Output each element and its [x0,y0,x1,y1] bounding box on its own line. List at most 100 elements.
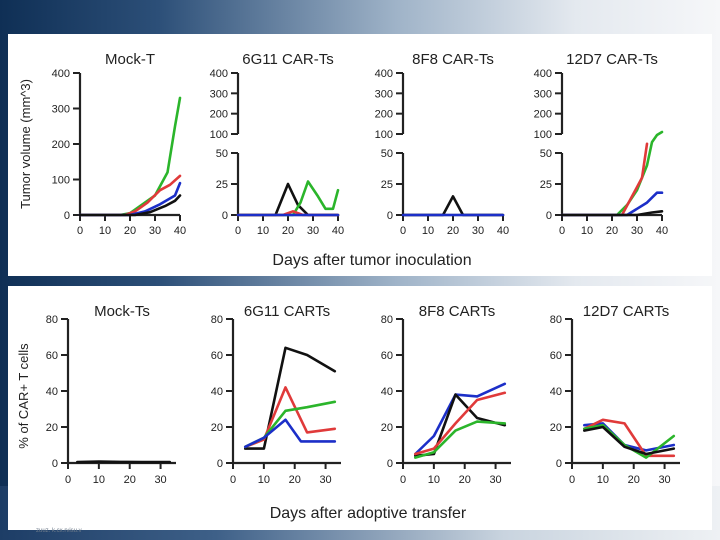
series-line-black [582,425,676,456]
series-line-red [78,174,182,217]
x-tick-label: 40 [332,225,344,237]
x-tick-label: 10 [597,474,609,486]
y-tick-label: 20 [211,422,223,434]
y-tick-label: 200 [210,109,228,121]
y-tick-label: 25 [216,179,228,191]
x-tick-label: 20 [289,474,301,486]
bottom-subplot-1: Mock-Ts 0 20 40 60 80 0 10 20 30 [46,303,176,486]
y-tick-label: 0 [217,458,223,470]
y-tick-label: 0 [387,458,393,470]
y-tick-label: 0 [52,458,58,470]
y-tick-label: 0 [556,458,562,470]
x-tick-label: 30 [154,474,166,486]
footer-note: zuuz. k.cx.rvisu.v [36,528,82,534]
y-tick-label: 0 [64,210,70,222]
y-tick-label: 200 [534,109,552,121]
series-line-blue [244,418,337,449]
series-line-green [582,423,676,459]
y-tick-label: 400 [534,68,552,80]
y-tick-label: 25 [540,179,552,191]
x-tick-label: 20 [124,474,136,486]
y-tick-label: 100 [534,129,552,141]
bottom-subplot-2: 6G11 CARTs 0 20 40 60 80 0 10 20 30 [211,303,341,486]
top-y-axis-label: Tumor volume (mm^3) [18,79,33,209]
series-line-black [236,182,340,217]
y-tick-label: 40 [550,386,562,398]
x-tick-label: 0 [400,474,406,486]
x-tick-label: 10 [422,225,434,237]
y-tick-label: 400 [375,68,393,80]
y-tick-label: 400 [52,68,70,80]
y-tick-label: 0 [387,210,393,222]
x-tick-label: 10 [257,225,269,237]
top-subplot-4: 12D7 CAR-Ts 100 200 300 400 0 25 50 0 10 20 30 40 [534,51,668,237]
series-line-black [76,460,172,464]
x-tick-label: 20 [606,225,618,237]
y-tick-label: 60 [381,350,393,362]
x-tick-label: 10 [258,474,270,486]
y-tick-label: 400 [210,68,228,80]
y-tick-label: 100 [210,129,228,141]
x-tick-label: 30 [631,225,643,237]
x-tick-label: 30 [489,474,501,486]
series-line-blue [560,191,664,217]
series-line-red [582,418,676,458]
y-tick-label: 80 [211,314,223,326]
x-tick-label: 0 [65,474,71,486]
y-tick-label: 20 [46,422,58,434]
y-tick-label: 80 [46,314,58,326]
x-tick-label: 30 [307,225,319,237]
bottom-subplot-title: 12D7 CARTs [583,303,669,320]
y-tick-label: 300 [375,88,393,100]
top-subplot-3: 8F8 CAR-Ts 100 200 300 400 0 25 50 0 10 20 30 40 [375,51,509,237]
bottom-subplot-4: 12D7 CARTs 0 20 40 60 80 0 10 20 30 [550,303,680,486]
series-line-black [560,210,664,217]
x-tick-label: 0 [235,225,241,237]
y-tick-label: 0 [222,210,228,222]
y-tick-label: 300 [52,104,70,116]
y-tick-label: 200 [375,109,393,121]
x-tick-label: 20 [282,225,294,237]
x-tick-label: 10 [93,474,105,486]
series-line-black [244,346,337,450]
x-tick-label: 0 [559,225,565,237]
series-line-red [244,386,337,449]
x-tick-label: 20 [459,474,471,486]
y-tick-label: 20 [550,422,562,434]
x-tick-label: 20 [447,225,459,237]
series-line-red [413,391,507,456]
y-tick-label: 40 [381,386,393,398]
x-tick-label: 30 [472,225,484,237]
y-tick-label: 60 [46,350,58,362]
bottom-subplot-title: 6G11 CARTs [244,303,330,320]
x-tick-label: 10 [428,474,440,486]
y-tick-label: 50 [540,148,552,160]
x-tick-label: 40 [656,225,668,237]
y-tick-label: 100 [375,129,393,141]
y-tick-label: 60 [211,350,223,362]
y-tick-label: 80 [550,314,562,326]
y-tick-label: 60 [550,350,562,362]
bottom-x-axis-label: Days after adoptive transfer [270,505,467,522]
top-subplot-title: 12D7 CAR-Ts [566,51,658,68]
y-tick-label: 40 [211,386,223,398]
series-line-black [413,393,507,458]
x-tick-label: 30 [319,474,331,486]
tumor-volume-panel: Tumor volume (mm^3) Days after tumor inoc… [8,34,712,276]
car-t-cells-chart: % of CAR+ T cells Days after adoptive tra… [16,303,680,522]
bottom-subplot-3: 8F8 CARTs 0 20 40 60 80 0 10 20 30 [381,303,511,486]
series-line-black [78,194,182,217]
x-tick-label: 10 [581,225,593,237]
top-subplot-title: Mock-T [105,51,155,68]
x-tick-label: 0 [569,474,575,486]
y-tick-label: 20 [381,422,393,434]
y-tick-label: 40 [46,386,58,398]
top-x-axis-label: Days after tumor inoculation [272,252,471,269]
tumor-volume-chart: Tumor volume (mm^3) Days after tumor inoc… [18,51,668,269]
y-tick-label: 50 [381,148,393,160]
bottom-subplot-title: 8F8 CARTs [419,303,495,320]
series-line-red [560,142,649,217]
y-tick-label: 300 [210,88,228,100]
bottom-y-axis-label: % of CAR+ T cells [16,343,31,449]
y-tick-label: 300 [534,88,552,100]
